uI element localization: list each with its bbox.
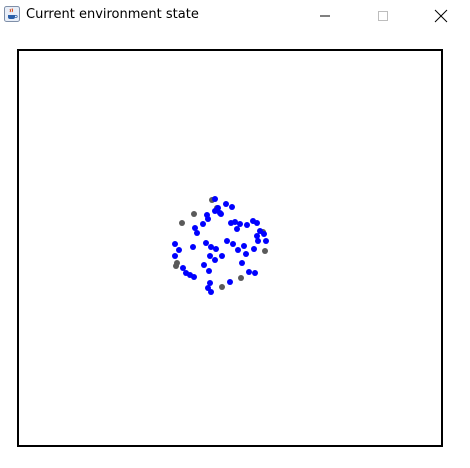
close-icon xyxy=(434,9,448,22)
agent-dot xyxy=(212,257,218,263)
agent-dot xyxy=(217,210,223,216)
close-button[interactable] xyxy=(418,0,464,31)
agent-dot xyxy=(213,246,219,252)
agent-dot xyxy=(172,241,178,247)
agent-dot xyxy=(244,222,250,228)
agent-dot xyxy=(201,262,207,268)
particle-field xyxy=(172,196,269,295)
agent-dot xyxy=(207,253,213,259)
environment-canvas[interactable] xyxy=(17,49,443,447)
agent-dot xyxy=(223,201,229,207)
minimize-icon xyxy=(320,15,330,16)
agent-dot xyxy=(243,251,249,257)
agent-dot xyxy=(180,265,186,271)
agent-dot xyxy=(194,230,200,236)
agent-dot xyxy=(208,289,214,295)
inactive-agent-dot xyxy=(179,220,185,226)
agent-dot xyxy=(219,253,225,259)
agent-dot xyxy=(254,220,260,226)
inactive-agent-dot xyxy=(174,260,180,266)
agent-dot xyxy=(212,196,218,202)
agent-dot xyxy=(176,247,182,253)
agent-dot xyxy=(261,231,267,237)
agent-dot xyxy=(232,219,238,225)
agent-dot xyxy=(255,238,261,244)
agent-dot xyxy=(251,246,257,252)
agent-dot xyxy=(215,205,221,211)
inactive-agent-dot xyxy=(191,211,197,217)
agent-dot xyxy=(200,221,206,227)
agent-dot xyxy=(229,204,235,210)
minimize-button[interactable] xyxy=(302,0,348,31)
inactive-agent-dot xyxy=(238,275,244,281)
agent-dot xyxy=(254,233,260,239)
agent-dot xyxy=(207,280,213,286)
agent-dot xyxy=(190,244,196,250)
agent-dot xyxy=(224,238,230,244)
agent-dot xyxy=(234,226,240,232)
agent-dot xyxy=(252,270,258,276)
inactive-agent-dot xyxy=(219,284,225,290)
maximize-icon xyxy=(378,10,388,21)
java-coffee-icon[interactable] xyxy=(4,6,20,22)
agent-dot xyxy=(172,253,178,259)
agent-dot xyxy=(203,240,209,246)
agent-dot xyxy=(241,243,247,249)
agent-dot xyxy=(237,221,243,227)
agent-dot xyxy=(192,225,198,231)
inactive-agent-dot xyxy=(262,248,268,254)
title-bar[interactable]: Current environment state xyxy=(0,0,470,31)
agent-dot xyxy=(230,241,236,247)
agent-dot xyxy=(227,279,233,285)
agent-dot xyxy=(263,238,269,244)
agent-dot xyxy=(191,274,197,280)
agent-dot xyxy=(205,216,211,222)
agent-dot xyxy=(208,244,214,250)
agent-dot xyxy=(239,260,245,266)
maximize-button[interactable] xyxy=(360,0,406,31)
agent-dot xyxy=(206,268,212,274)
window-title: Current environment state xyxy=(26,7,199,22)
agent-dot xyxy=(235,247,241,253)
agent-dot xyxy=(246,269,252,275)
